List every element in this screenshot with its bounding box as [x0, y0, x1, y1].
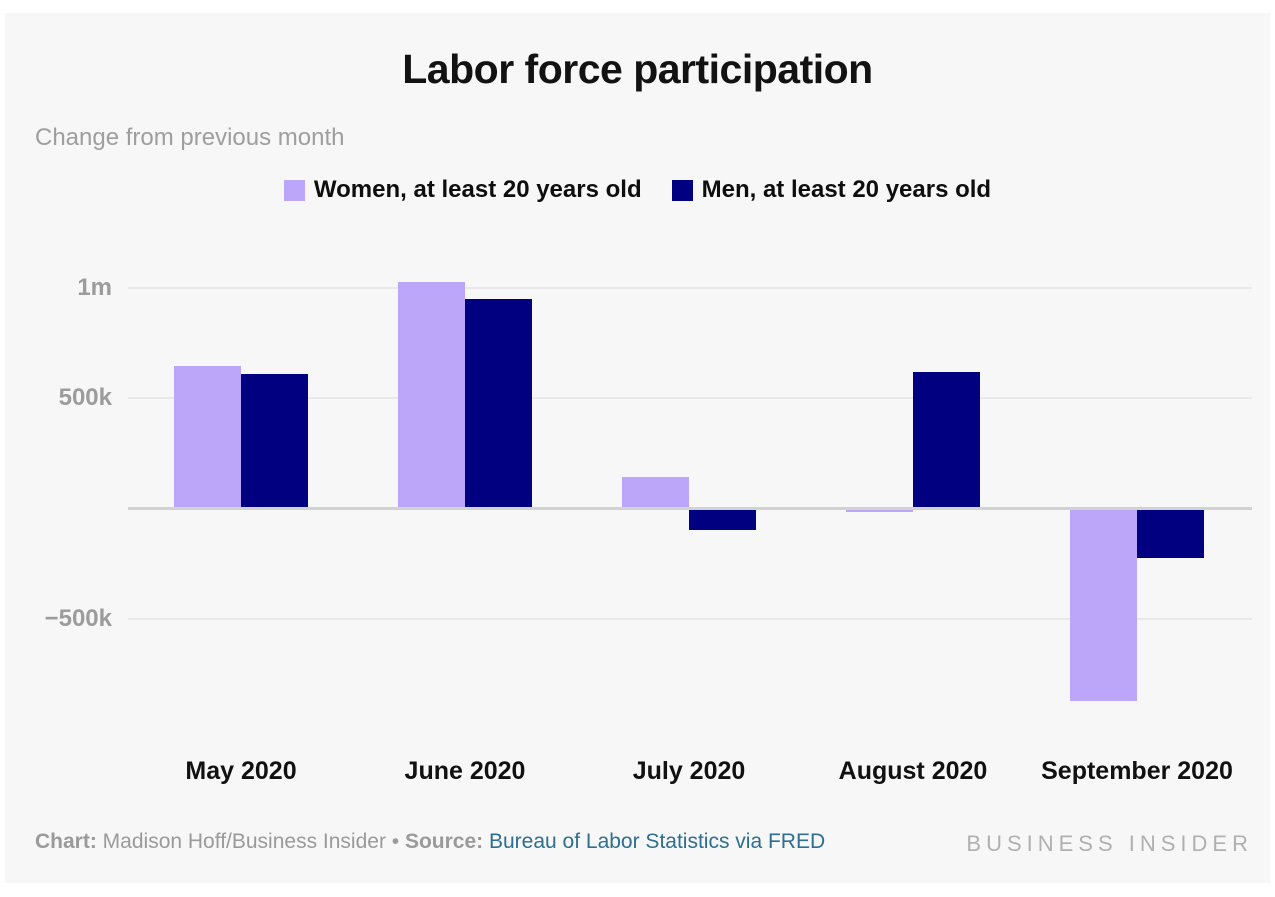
y-axis-tick-label: −500k: [44, 605, 112, 632]
bar-women-1: [398, 281, 465, 507]
legend-swatch-women-icon: [283, 179, 305, 201]
y-axis-tick-label: 1m: [77, 273, 112, 301]
legend-label-women: Women, at least 20 years old: [313, 176, 642, 203]
bar-women-4: [1070, 510, 1137, 702]
chart-credit-label: Chart:: [35, 830, 97, 853]
chart-subtitle: Change from previous month: [35, 124, 345, 151]
bar-men-4: [1137, 510, 1204, 558]
chart-card: Labor force participation Change from pr…: [5, 13, 1270, 883]
bar-women-0: [174, 365, 241, 507]
x-axis-label: September 2020: [1041, 757, 1233, 785]
bar-women-2: [622, 477, 689, 507]
source-link[interactable]: Bureau of Labor Statistics via FRED: [483, 830, 826, 853]
separator-dot: •: [391, 830, 405, 853]
x-axis-label: August 2020: [838, 757, 988, 785]
x-axis-label: July 2020: [632, 757, 746, 785]
gridline: [128, 397, 1252, 399]
zero-baseline: [128, 507, 1252, 510]
legend-item-women: Women, at least 20 years old: [283, 176, 642, 204]
bar-men-1: [465, 299, 532, 507]
gridline: [128, 286, 1252, 289]
footer-credits: Chart: Madison Hoff/Business Insider • S…: [35, 830, 825, 854]
legend-label-men: Men, at least 20 years old: [701, 176, 992, 203]
bar-men-2: [689, 510, 756, 530]
chart-credit: Madison Hoff/Business Insider: [96, 830, 392, 853]
legend-item-men: Men, at least 20 years old: [671, 176, 992, 204]
source-label: Source:: [404, 830, 484, 853]
x-axis-label: June 2020: [404, 757, 526, 785]
legend-swatch-men-icon: [671, 179, 693, 201]
bar-women-3: [846, 510, 913, 513]
bar-men-3: [913, 372, 980, 507]
bar-men-0: [241, 374, 308, 507]
x-axis-label: May 2020: [185, 757, 297, 785]
business-insider-logo: BUSINESS INSIDER: [966, 831, 1253, 856]
y-axis-tick-label: 500k: [58, 384, 112, 411]
gridline: [128, 618, 1252, 620]
legend: Women, at least 20 years old Men, at lea…: [5, 176, 1270, 204]
plot-area: 1m 500k −500k May 2020 June 2020 July 2020 Aug…: [5, 13, 1270, 883]
chart-title: Labor force participation: [402, 46, 873, 92]
